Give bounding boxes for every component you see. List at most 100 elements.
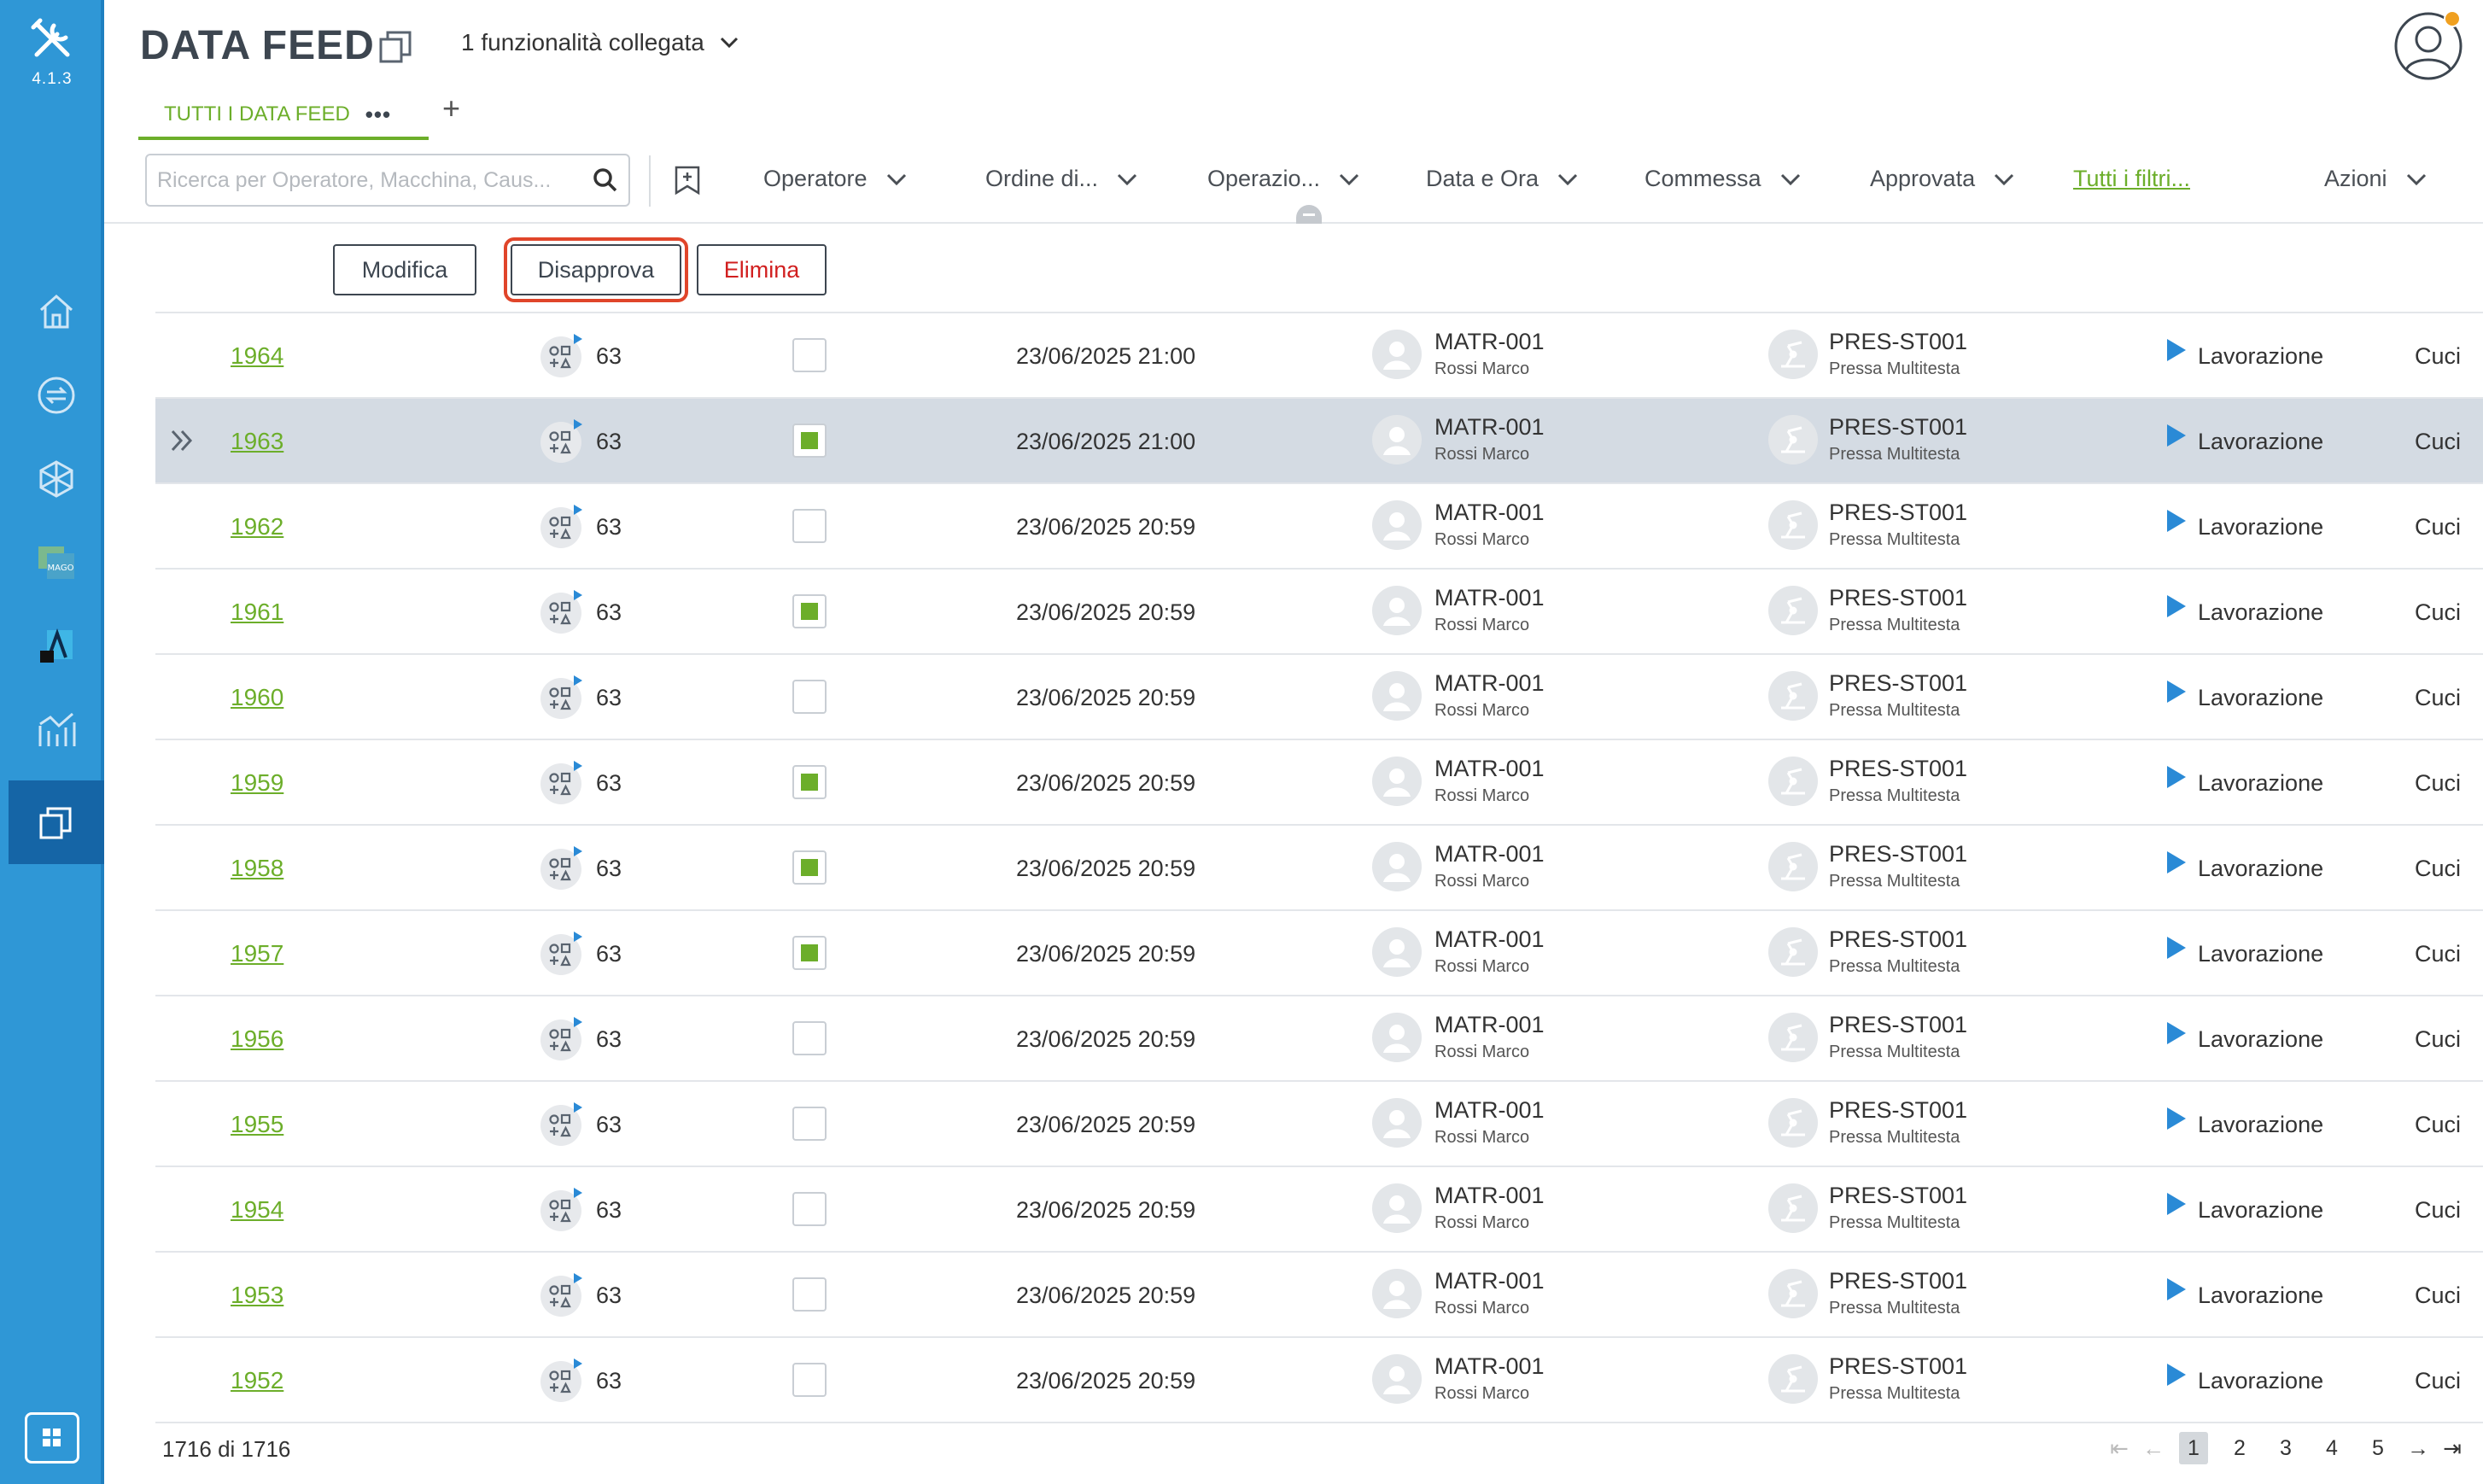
edit-button[interactable]: Modifica	[333, 244, 476, 295]
operator-avatar-icon	[1371, 1097, 1423, 1154]
table-row[interactable]: 1956 63 23/06/2025 20:59 MATR-001 Rossi …	[155, 996, 2483, 1082]
main-panel: DATA FEED 1 funzionalità collegata TUTTI…	[104, 0, 2483, 1484]
table-row[interactable]: 1961 63 23/06/2025 20:59 MATR-001 Rossi …	[155, 570, 2483, 655]
copy-icon[interactable]	[376, 26, 417, 67]
approved-checkbox[interactable]	[792, 424, 827, 458]
filter-datetime[interactable]: Data e Ora	[1426, 166, 1578, 192]
machine-avatar-icon	[1767, 670, 1819, 727]
prev-page-icon[interactable]: ←	[2142, 1434, 2165, 1461]
first-page-icon[interactable]: ⇤	[2110, 1434, 2129, 1461]
table-row[interactable]: 1957 63 23/06/2025 20:59 MATR-001 Rossi …	[155, 911, 2483, 996]
operator-avatar-icon	[1371, 1012, 1423, 1069]
row-expand-icon[interactable]	[167, 426, 196, 461]
filter-label: Commessa	[1645, 166, 1761, 191]
sidebar-item-mago[interactable]: MAGO	[9, 521, 104, 605]
row-datetime: 23/06/2025 20:59	[1016, 599, 1196, 625]
all-filters-link[interactable]: Tutti i filtri...	[2073, 166, 2191, 191]
row-id-link[interactable]: 1962	[231, 513, 284, 540]
app-version: 4.1.3	[32, 70, 73, 88]
filter-order[interactable]: Ordine di...	[985, 166, 1137, 192]
play-icon	[2165, 935, 2188, 967]
tab-more-icon[interactable]: •••	[365, 101, 392, 127]
add-tab-button[interactable]: +	[442, 91, 461, 126]
approved-checkbox[interactable]	[792, 1277, 827, 1312]
machine-code: PRES-ST001	[1829, 1183, 1968, 1208]
disapprove-button[interactable]: Disapprova	[504, 237, 688, 302]
row-extra-cell: Cuci	[2415, 1282, 2462, 1308]
play-icon	[2165, 1106, 2188, 1137]
next-page-icon[interactable]: →	[2407, 1434, 2429, 1461]
row-id-link[interactable]: 1960	[231, 684, 284, 710]
chevron-down-icon	[1558, 173, 1578, 185]
page-3[interactable]: 3	[2280, 1435, 2292, 1460]
page-5[interactable]: 5	[2372, 1435, 2384, 1460]
sidebar-item-data-feed[interactable]	[9, 780, 104, 864]
table-row[interactable]: 1952 63 23/06/2025 20:59 MATR-001 Rossi …	[155, 1338, 2483, 1423]
row-id-link[interactable]: 1964	[231, 342, 284, 369]
row-id-link[interactable]: 1952	[231, 1367, 284, 1393]
row-id-link[interactable]: 1958	[231, 855, 284, 881]
approved-checkbox[interactable]	[792, 765, 827, 799]
table-row[interactable]: 1953 63 23/06/2025 20:59 MATR-001 Rossi …	[155, 1253, 2483, 1338]
app-logo[interactable]: 4.1.3	[0, 15, 104, 89]
collapse-filters-toggle[interactable]	[1296, 205, 1322, 224]
filter-job[interactable]: Commessa	[1645, 166, 1801, 192]
row-id-link[interactable]: 1955	[231, 1111, 284, 1137]
approved-checkbox[interactable]	[792, 1192, 827, 1226]
operation-icon	[538, 1271, 584, 1323]
row-id-link[interactable]: 1959	[231, 769, 284, 796]
row-id-link[interactable]: 1956	[231, 1025, 284, 1052]
approved-checkbox[interactable]	[792, 594, 827, 628]
search-icon[interactable]	[593, 167, 618, 193]
table-row[interactable]: 1963 63 23/06/2025 21:00 MATR-001 Rossi …	[155, 399, 2483, 484]
page-4[interactable]: 4	[2326, 1435, 2338, 1460]
actions-menu[interactable]: Azioni	[2324, 166, 2427, 192]
approved-checkbox[interactable]	[792, 1107, 827, 1141]
table-row[interactable]: 1954 63 23/06/2025 20:59 MATR-001 Rossi …	[155, 1167, 2483, 1253]
saved-filters-icon[interactable]	[673, 164, 702, 196]
delete-button[interactable]: Elimina	[697, 244, 827, 295]
row-id-link[interactable]: 1954	[231, 1196, 284, 1223]
row-datetime: 23/06/2025 21:00	[1016, 343, 1196, 369]
play-icon	[2165, 1191, 2188, 1223]
page-1[interactable]: 1	[2179, 1432, 2208, 1464]
sidebar-item-analytics-app[interactable]	[9, 605, 104, 688]
operator-name: Rossi Marco	[1434, 530, 1530, 549]
row-id-link[interactable]: 1961	[231, 599, 284, 625]
approved-checkbox[interactable]	[792, 509, 827, 543]
table-row[interactable]: 1962 63 23/06/2025 20:59 MATR-001 Rossi …	[155, 484, 2483, 570]
approved-checkbox[interactable]	[792, 680, 827, 714]
table-row[interactable]: 1959 63 23/06/2025 20:59 MATR-001 Rossi …	[155, 740, 2483, 826]
sidebar-item-charts[interactable]	[9, 688, 104, 772]
approved-checkbox[interactable]	[792, 850, 827, 885]
filter-operator[interactable]: Operatore	[763, 166, 907, 192]
approved-checkbox[interactable]	[792, 936, 827, 970]
row-id-link[interactable]: 1957	[231, 940, 284, 967]
operator-name: Rossi Marco	[1434, 1213, 1530, 1232]
chevron-down-icon	[1118, 173, 1137, 185]
approved-checkbox[interactable]	[792, 1363, 827, 1397]
sidebar-item-3d-model[interactable]	[9, 437, 104, 521]
filter-label: Ordine di...	[985, 166, 1099, 191]
row-id-link[interactable]: 1953	[231, 1282, 284, 1308]
apps-menu-button[interactable]	[25, 1412, 79, 1464]
linked-features-dropdown[interactable]: 1 funzionalità collegata	[461, 29, 739, 56]
tab-all-data-feeds[interactable]: TUTTI I DATA FEED •••	[138, 92, 429, 140]
sidebar-item-sync[interactable]	[9, 353, 104, 437]
search-input[interactable]	[157, 167, 593, 193]
table-row[interactable]: 1958 63 23/06/2025 20:59 MATR-001 Rossi …	[155, 826, 2483, 911]
last-page-icon[interactable]: ⇥	[2443, 1434, 2462, 1461]
filter-operation[interactable]: Operazio...	[1207, 166, 1359, 192]
table-row[interactable]: 1960 63 23/06/2025 20:59 MATR-001 Rossi …	[155, 655, 2483, 740]
divider	[649, 155, 651, 207]
user-avatar[interactable]	[2392, 9, 2464, 80]
filter-approved[interactable]: Approvata	[1870, 166, 2014, 192]
machine-name: Pressa Multitesta	[1829, 1384, 1960, 1403]
table-row[interactable]: 1955 63 23/06/2025 20:59 MATR-001 Rossi …	[155, 1082, 2483, 1167]
sidebar-item-home[interactable]	[9, 270, 104, 353]
page-2[interactable]: 2	[2234, 1435, 2246, 1460]
table-row[interactable]: 1964 63 23/06/2025 21:00 MATR-001 Rossi …	[155, 313, 2483, 399]
row-id-link[interactable]: 1963	[231, 428, 284, 454]
approved-checkbox[interactable]	[792, 1021, 827, 1055]
approved-checkbox[interactable]	[792, 338, 827, 372]
